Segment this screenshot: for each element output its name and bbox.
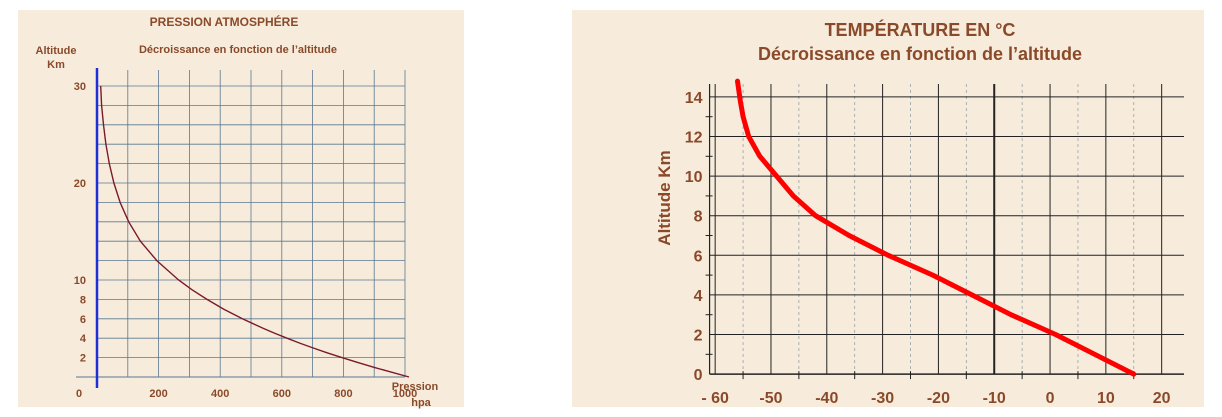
pressure-x-tick-label: 400 bbox=[211, 388, 229, 400]
pressure-y-axis-label-line2: Km bbox=[47, 59, 65, 71]
temperature-x-tick-label: -40 bbox=[815, 390, 838, 407]
temperature-chart-panel: - 60 -50 -40 -30 -20 -10 0 10 20 0 2 4 6 8 10 12 14 TEMP… bbox=[572, 10, 1204, 407]
pressure-y-tick-label: 4 bbox=[80, 333, 87, 345]
temperature-y-tick-label: 8 bbox=[694, 209, 703, 226]
temperature-x-tick-label: 20 bbox=[1153, 390, 1171, 407]
temperature-y-tick-label: 12 bbox=[685, 130, 703, 147]
temperature-x-tick-label: 0 bbox=[1046, 390, 1055, 407]
pressure-x-axis-label-line2: hpa bbox=[411, 397, 431, 409]
pressure-x-tick-label: 200 bbox=[149, 388, 167, 400]
pressure-curve bbox=[100, 85, 410, 378]
pressure-tick-labels: 200 400 600 800 1000 2 4 6 8 10 20 30 bbox=[74, 81, 417, 400]
temperature-y-tick-label: 4 bbox=[694, 288, 703, 305]
pressure-y-tick-label: 8 bbox=[80, 294, 86, 306]
temperature-tick-labels: - 60 -50 -40 -30 -20 -10 0 10 20 0 2 4 6 8 10 12 14 bbox=[685, 90, 1171, 407]
pressure-y-tick-label: 30 bbox=[74, 81, 86, 93]
temperature-y-tick-label: 10 bbox=[685, 169, 703, 186]
temperature-chart-title: TEMPÉRATURE EN °C bbox=[825, 19, 1016, 40]
temperature-x-tick-label: -20 bbox=[927, 390, 950, 407]
temperature-curve bbox=[735, 78, 1137, 377]
pressure-x-axis-label-line1: Pression bbox=[392, 381, 439, 393]
temperature-y-tick-label: 0 bbox=[694, 367, 703, 384]
pressure-x-tick-label: 600 bbox=[273, 388, 291, 400]
pressure-x-tick-label: 1000 bbox=[393, 388, 417, 400]
pressure-y-tick-label: 2 bbox=[80, 353, 86, 365]
temperature-y-axis-label: Altitude Km bbox=[655, 150, 674, 245]
pressure-x-tick-label: 800 bbox=[334, 388, 352, 400]
pressure-y-tick-label: 20 bbox=[74, 178, 86, 190]
temperature-x-tick-label: - 60 bbox=[701, 390, 729, 407]
pressure-y-tick-label: 10 bbox=[74, 275, 86, 287]
pressure-origin-label: 0 bbox=[76, 388, 82, 400]
temperature-y-tick-label: 2 bbox=[694, 328, 703, 345]
pressure-axes bbox=[76, 68, 405, 388]
temperature-y-tick-label: 6 bbox=[694, 248, 703, 265]
pressure-chart-subtitle: Décroissance en fonction de l’altitude bbox=[139, 44, 337, 56]
pressure-grid bbox=[97, 70, 406, 377]
temperature-x-tick-label: -50 bbox=[759, 390, 782, 407]
pressure-chart-title: PRESSION ATMOSPHÉRE bbox=[150, 14, 299, 29]
temperature-x-tick-label: 10 bbox=[1097, 390, 1115, 407]
temperature-grid bbox=[705, 84, 1184, 380]
pressure-y-tick-label: 6 bbox=[80, 314, 86, 326]
pressure-chart-panel: 200 400 600 800 1000 2 4 6 8 10 20 30 PRESSION ATMO… bbox=[18, 10, 464, 409]
temperature-x-tick-label: -30 bbox=[871, 390, 894, 407]
pressure-y-axis-label-line1: Altitude bbox=[36, 45, 77, 57]
pressure-chart: 200 400 600 800 1000 2 4 6 8 10 20 30 PRESSION ATMO… bbox=[36, 14, 439, 409]
temperature-chart: - 60 -50 -40 -30 -20 -10 0 10 20 0 2 4 6 8 10 12 14 TEMP… bbox=[655, 19, 1184, 407]
temperature-chart-subtitle: Décroissance en fonction de l’altitude bbox=[758, 44, 1082, 64]
temperature-y-tick-label: 14 bbox=[685, 90, 703, 107]
temperature-x-tick-label: -10 bbox=[983, 390, 1006, 407]
